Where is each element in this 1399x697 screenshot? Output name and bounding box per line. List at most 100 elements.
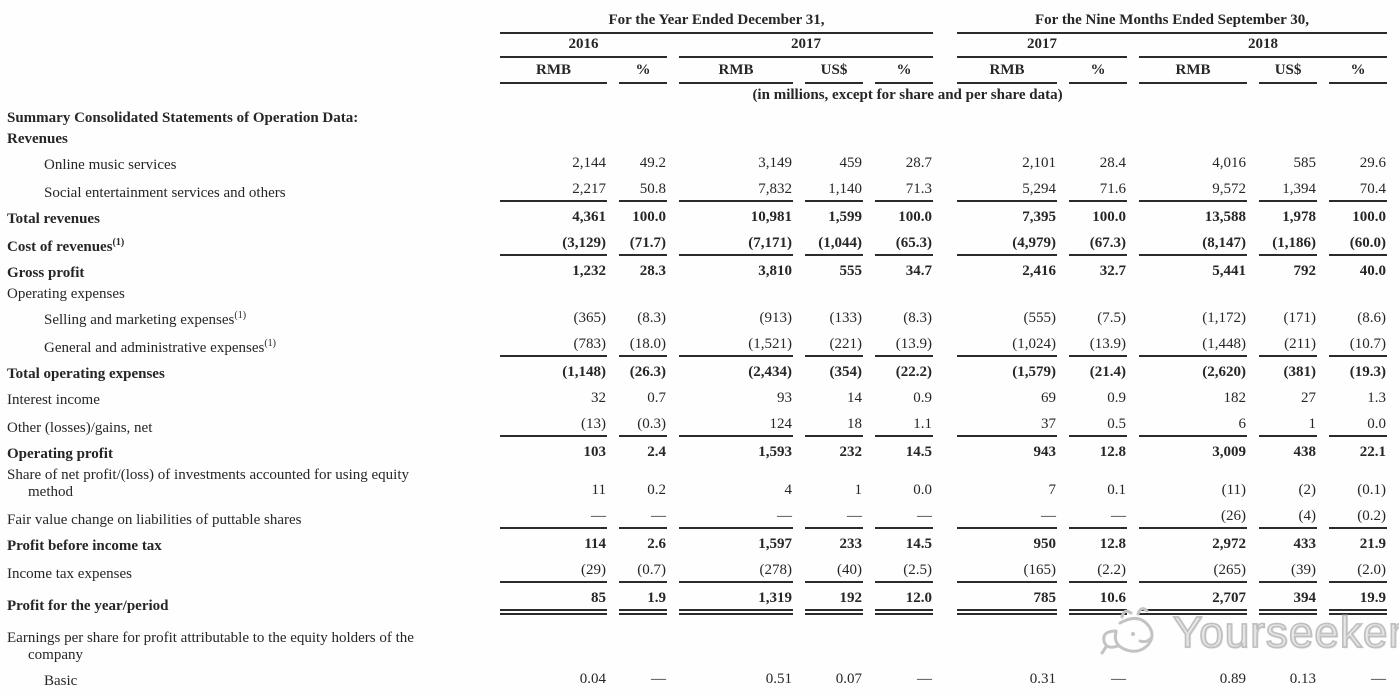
cell-value: 28.3: [639, 263, 666, 279]
value-cell: (913): [667, 303, 793, 329]
value-cell: —: [793, 501, 863, 529]
value-cell: 192: [793, 583, 863, 615]
cell-value: 10,981: [750, 209, 792, 225]
value-cell: 22.1: [1317, 437, 1387, 463]
value-cell: —: [863, 690, 933, 697]
value-cell: 1.1: [863, 409, 934, 437]
value-cell: 0.04: [488, 664, 607, 690]
table-row: Interest income 32 0.7 93 14 0.9 69 0.9 182 27 1.3: [0, 383, 1387, 409]
row-label: Other (losses)/gains, net: [0, 409, 488, 437]
table-row: Profit before income tax 114 2.6 1,597 233 14…: [0, 529, 1387, 555]
row-label-wrap: company: [28, 647, 83, 663]
cell-value: 18: [805, 413, 863, 437]
value-cell: 5,441: [1127, 256, 1247, 282]
row-label: Profit for the year/period: [0, 583, 488, 615]
cell-value: (381): [1283, 364, 1317, 380]
cell-value: —: [1371, 671, 1387, 687]
cell-value: 0.9: [913, 390, 933, 406]
value-cell: —: [607, 690, 667, 697]
cell-value: (2.2): [1069, 559, 1128, 583]
cell-value: —: [619, 505, 667, 529]
value-cell: (8.3): [863, 303, 933, 329]
cell-value: 1,978: [1282, 209, 1317, 225]
table-row: Cost of revenues(1) (3,129) (71.7) (7,171) (…: [0, 228, 1388, 256]
value-cell: (26.3): [607, 357, 667, 383]
value-cell: 11: [488, 463, 607, 501]
value-cell: 21.9: [1317, 529, 1387, 555]
value-cell: 3,149: [667, 148, 793, 174]
value-cell: (7,171): [667, 228, 793, 256]
unit-label: %: [1069, 58, 1128, 84]
row-label: Online music services: [0, 148, 488, 174]
value-cell: 1,394: [1247, 174, 1318, 202]
value-cell: 555: [793, 256, 863, 282]
value-cell: (1,044): [793, 228, 863, 256]
cell-value: 0.07: [835, 671, 862, 687]
value-cell: (18.0): [607, 329, 667, 357]
row-label: Basic: [0, 664, 488, 690]
cell-value: 32.7: [1099, 263, 1127, 279]
unit-label: %: [875, 58, 934, 84]
value-cell: 394: [1247, 583, 1318, 615]
value-cell: (265): [1127, 555, 1248, 583]
cell-value: 950: [1033, 536, 1057, 552]
row-label: Share of net profit/(loss) of investment…: [0, 463, 488, 501]
cell-value: (2.5): [875, 559, 934, 583]
cell-value: (1,044): [805, 232, 863, 256]
table-row: Share of net profit/(loss) of investment…: [0, 463, 1387, 501]
unit-label: US$: [805, 58, 863, 84]
cell-value: 1.9: [619, 587, 667, 615]
cell-value: 233: [839, 536, 863, 552]
value-cell: (19.3): [1317, 357, 1387, 383]
row-label-text: Profit for the year/period: [7, 598, 169, 614]
cell-value: (913): [759, 310, 793, 326]
table-row: Revenues: [0, 127, 1387, 148]
cell-value: (26): [1139, 505, 1248, 529]
cell-value: 7,395: [1022, 209, 1057, 225]
cell-value: 85: [500, 587, 607, 615]
value-cell: —: [863, 501, 934, 529]
row-label-text: Earnings per share for profit attributab…: [7, 630, 414, 646]
cell-value: 40.0: [1359, 263, 1387, 279]
cell-value: 0.1: [1107, 482, 1127, 498]
empty-cells: [488, 106, 1387, 127]
value-cell: 0.1: [1057, 463, 1127, 501]
value-cell: (22.2): [863, 357, 933, 383]
cell-value: 2.6: [647, 536, 666, 552]
row-label-text: Total revenues: [7, 211, 100, 227]
value-cell: 2.4: [607, 437, 667, 463]
table-body: Summary Consolidated Statements of Opera…: [0, 106, 1388, 697]
cell-value: 100.0: [632, 209, 666, 225]
value-cell: 32.7: [1057, 256, 1127, 282]
cell-value: 459: [839, 155, 863, 171]
value-cell: —: [1057, 690, 1127, 697]
value-cell: 12.8: [1057, 437, 1127, 463]
cell-value: 28.4: [1099, 155, 1127, 171]
row-label: Total revenues: [0, 202, 488, 228]
value-cell: 3,009: [1127, 437, 1247, 463]
cell-value: (265): [1139, 559, 1248, 583]
value-cell: 100.0: [1057, 202, 1127, 228]
value-cell: —: [1057, 664, 1127, 690]
unit-header-row: RMB % RMB US$ % RMB % RMB US$ %: [0, 58, 1388, 84]
note-row: (in millions, except for share and per s…: [0, 84, 1387, 106]
value-cell: 1,978: [1247, 202, 1317, 228]
value-cell: (3,129): [488, 228, 607, 256]
cell-value: (39): [1259, 559, 1318, 583]
year-header-row: 2016 2017 2017 2018: [0, 34, 1388, 58]
empty-cells: [488, 615, 1387, 664]
cell-value: —: [957, 505, 1058, 529]
value-cell: (354): [793, 357, 863, 383]
cell-value: 114: [584, 536, 606, 552]
row-label: Cost of revenues(1): [0, 228, 488, 256]
row-label: Operating profit: [0, 437, 488, 463]
cell-value: (13.9): [875, 333, 934, 357]
value-cell: (65.3): [863, 228, 934, 256]
cell-value: (0.7): [619, 559, 667, 583]
value-cell: 114: [488, 529, 607, 555]
value-cell: 70.4: [1317, 174, 1388, 202]
value-cell: (67.3): [1057, 228, 1128, 256]
unit-label: RMB: [500, 58, 607, 84]
value-cell: (40): [793, 555, 863, 583]
cell-value: 0.04: [579, 671, 606, 687]
